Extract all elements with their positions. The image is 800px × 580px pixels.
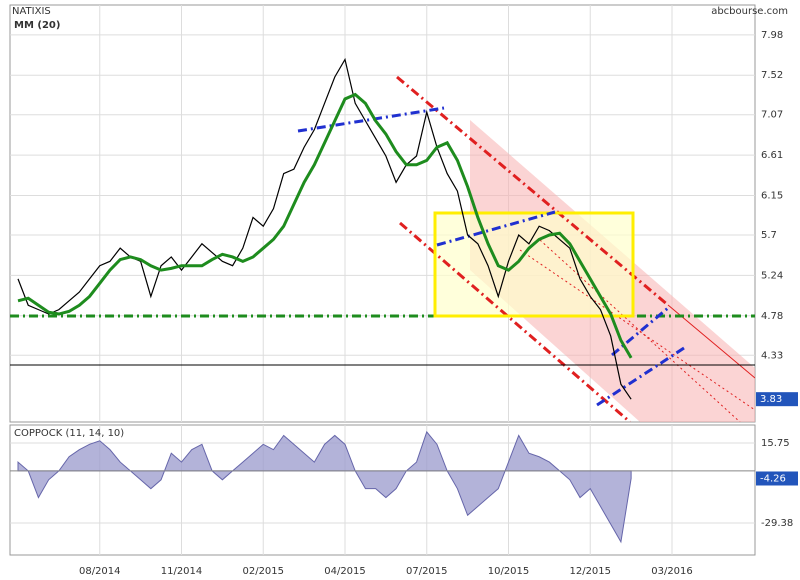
trend-line bbox=[596, 346, 685, 407]
x-tick-label: 03/2016 bbox=[651, 566, 693, 577]
x-tick-label: 04/2015 bbox=[324, 566, 366, 577]
x-tick-label: 12/2015 bbox=[569, 566, 611, 577]
brand: abcbourse.com bbox=[711, 6, 788, 17]
x-tick-label: 10/2015 bbox=[488, 566, 530, 577]
legend-entry: COPPOCK (11, 14, 10) bbox=[14, 428, 124, 439]
channel-mid bbox=[519, 249, 755, 411]
y-tick-label: -29.38 bbox=[761, 518, 793, 529]
y-tick-label: 15.75 bbox=[761, 438, 790, 449]
channel-top bbox=[396, 75, 669, 307]
trend-line bbox=[297, 106, 445, 133]
chart-title: NATIXIS bbox=[12, 6, 51, 17]
last-value-box bbox=[756, 392, 798, 407]
x-tick-label: 08/2014 bbox=[79, 566, 121, 577]
last-value-box bbox=[756, 471, 798, 486]
y-tick-label: 7.98 bbox=[761, 30, 783, 41]
area bbox=[17, 430, 632, 544]
channel-bottom bbox=[399, 221, 631, 422]
y-tick-label: 4.33 bbox=[761, 350, 783, 361]
channel-mid2 bbox=[539, 239, 741, 422]
y-tick-label: 6.15 bbox=[761, 191, 783, 202]
x-tick-label: 07/2015 bbox=[406, 566, 448, 577]
last-value-label: 3.83 bbox=[760, 394, 782, 405]
trend-line bbox=[611, 306, 669, 357]
y-tick-label: 4.78 bbox=[761, 311, 783, 322]
y-tick-label: 6.61 bbox=[761, 150, 783, 161]
legend-entry: MM (20) bbox=[14, 20, 60, 31]
y-tick-label: 5.7 bbox=[761, 230, 777, 241]
line bbox=[17, 92, 633, 359]
drawings bbox=[10, 75, 755, 422]
y-tick-label: 7.07 bbox=[761, 110, 783, 121]
last-value-label: -4.26 bbox=[760, 473, 786, 484]
x-tick-label: 11/2014 bbox=[161, 566, 203, 577]
trend-line bbox=[436, 210, 556, 247]
y-tick-label: 7.52 bbox=[761, 70, 783, 81]
y-tick-label: 5.24 bbox=[761, 270, 783, 281]
x-tick-label: 02/2015 bbox=[242, 566, 284, 577]
highlight-box bbox=[435, 213, 633, 316]
highlight-box-border bbox=[433, 211, 635, 318]
line bbox=[17, 57, 632, 400]
